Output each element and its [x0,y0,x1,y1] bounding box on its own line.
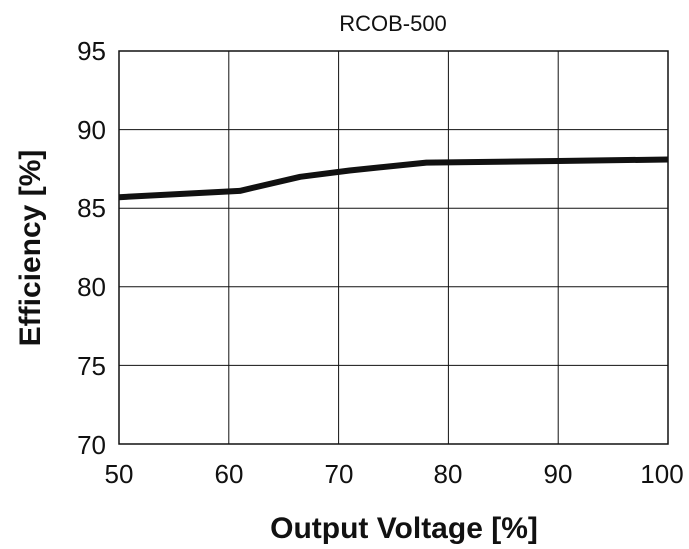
y-tick-label: 95 [77,36,106,66]
x-tick-label: 80 [434,459,463,489]
y-tick-label: 85 [77,193,106,223]
x-tick-label: 100 [640,459,683,489]
y-axis-title: Efficiency [%] [14,150,47,347]
series-layer [118,156,669,201]
x-tick-label: 60 [215,459,244,489]
chart-title: RCOB-500 [339,11,447,36]
plot-frame [118,50,669,445]
x-axis: 50 60 70 80 90 100 [105,459,684,489]
y-axis: 95 90 85 80 75 70 [77,36,106,460]
y-tick-label: 70 [77,430,106,460]
series-line-0 [118,156,669,201]
x-tick-label: 70 [325,459,354,489]
grid-lines [119,51,668,444]
x-tick-label: 50 [105,459,134,489]
y-tick-label: 90 [77,115,106,145]
y-tick-label: 80 [77,272,106,302]
x-axis-title: Output Voltage [%] [270,512,538,545]
y-tick-label: 75 [77,351,106,381]
x-tick-label: 90 [544,459,573,489]
